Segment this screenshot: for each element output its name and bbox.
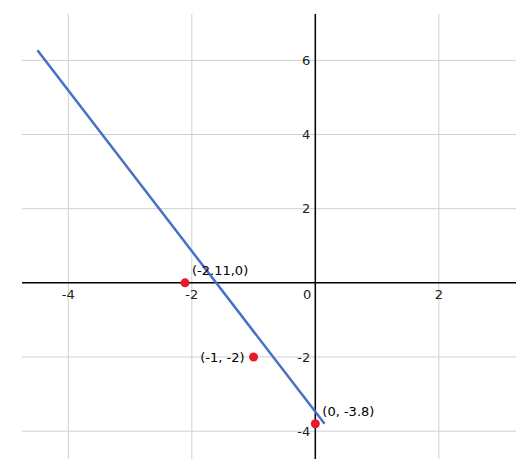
grid-line — [22, 134, 516, 135]
grid-line — [22, 208, 516, 209]
x-tick-label: -2 — [185, 287, 198, 302]
data-label: (-1, -2) — [200, 350, 244, 365]
x-axis — [22, 282, 516, 284]
grid-line — [438, 14, 439, 459]
grid-line — [191, 14, 192, 459]
y-tick-label: 2 — [302, 201, 310, 216]
axes — [22, 14, 516, 459]
point — [249, 353, 258, 362]
grid-line — [22, 431, 516, 432]
x-tick-label: 0 — [303, 287, 311, 302]
grid — [22, 14, 516, 459]
line — [37, 50, 324, 423]
y-tick-label: -2 — [297, 350, 310, 365]
grid-line — [22, 357, 516, 358]
y-tick-label: 4 — [302, 127, 310, 142]
grid-line — [315, 14, 316, 459]
data-label: (0, -3.8) — [322, 404, 374, 419]
grid-line — [68, 14, 69, 459]
tick-labels: -4 -2 0 2 -4 -2 2 4 6 — [62, 53, 443, 439]
chart: -4 -2 0 2 -4 -2 2 4 6 (-2.11,0) (-1, -2) (0, -3.8) — [0, 0, 532, 473]
point — [181, 278, 190, 287]
x-tick-label: -4 — [62, 287, 75, 302]
y-axis — [315, 14, 317, 459]
point — [311, 419, 320, 428]
plot-area — [37, 50, 324, 428]
y-tick-label: 6 — [302, 53, 310, 68]
x-tick-label: 2 — [435, 287, 443, 302]
y-tick-label: -4 — [297, 424, 310, 439]
data-label: (-2.11,0) — [192, 263, 248, 278]
data-labels: (-2.11,0) (-1, -2) (0, -3.8) — [192, 263, 374, 419]
grid-line — [22, 60, 516, 61]
